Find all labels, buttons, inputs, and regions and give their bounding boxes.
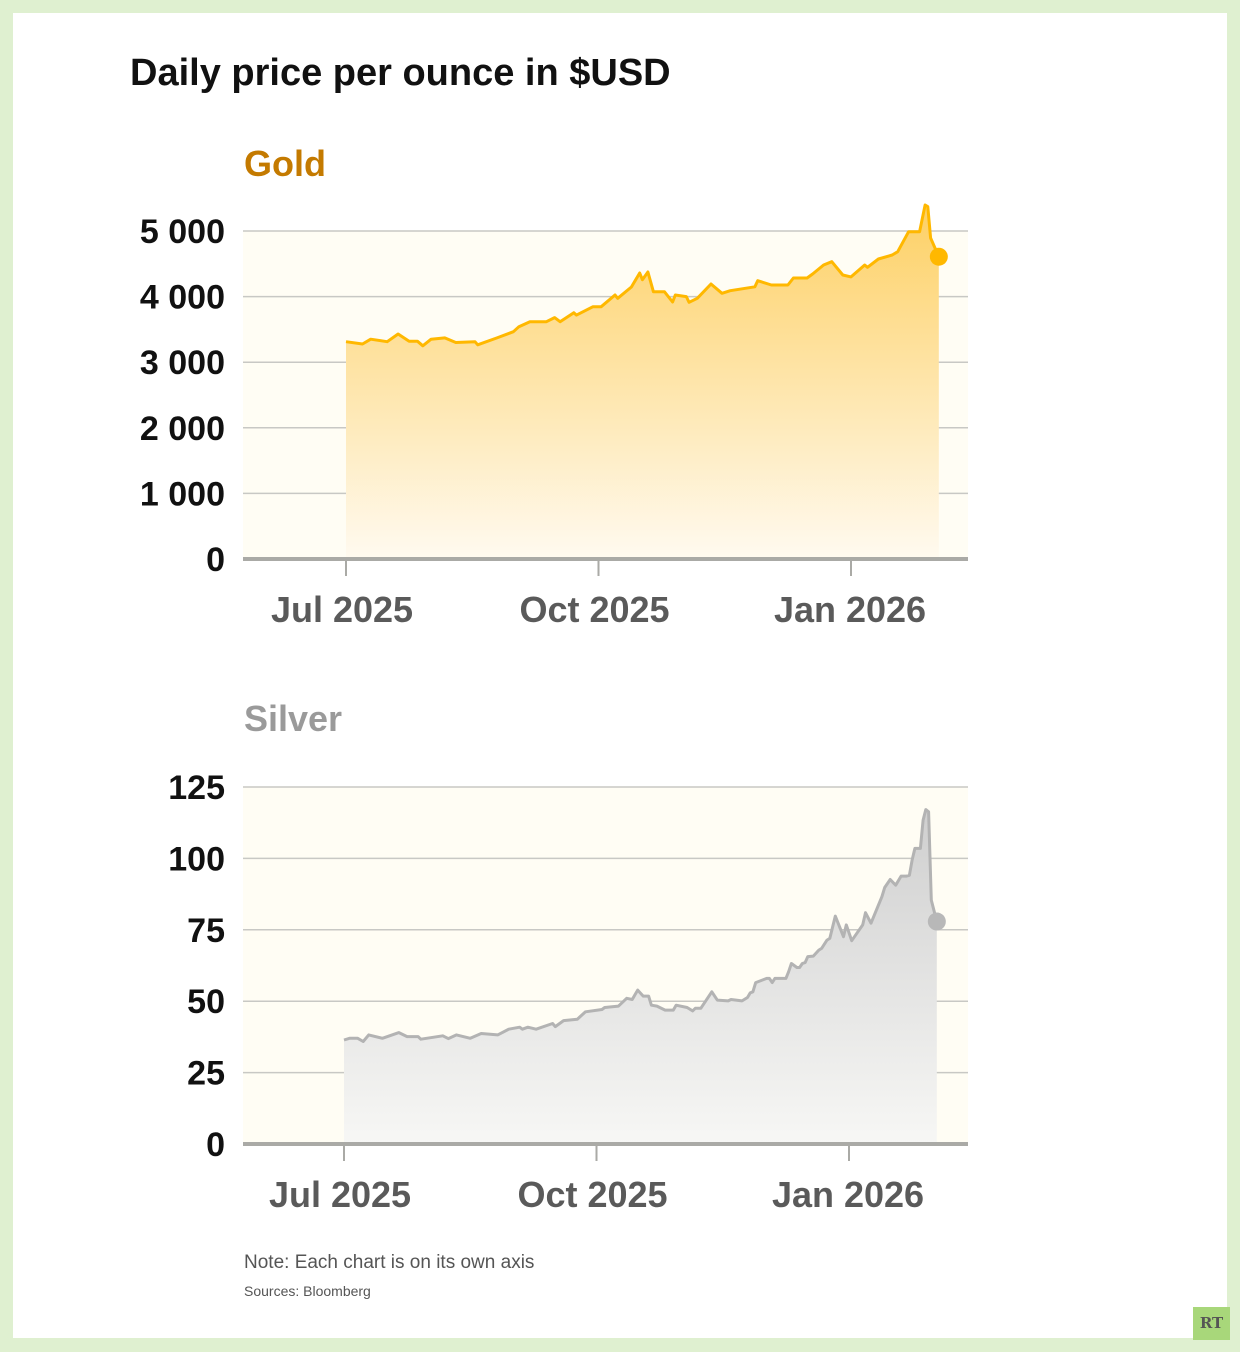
silver-chart-title: Silver (244, 698, 343, 739)
silver-chart: 0 25 50 75 100 125 Jul 2025 Oct 2025 Jan 2026 (168, 769, 968, 1215)
gold-x-tick-label: Jul 2025 (271, 589, 413, 630)
gold-area (346, 205, 939, 559)
gold-x-tick-label: Oct 2025 (519, 589, 669, 630)
silver-y-tick-label: 100 (168, 840, 225, 878)
gold-y-tick-label: 0 (206, 541, 225, 579)
rt-logo: RT (1193, 1307, 1230, 1340)
page-title: Daily price per ounce in $USD (130, 52, 671, 94)
silver-last-point-marker (927, 912, 946, 931)
silver-x-tick-label: Jul 2025 (269, 1174, 411, 1215)
gold-y-tick-label: 3 000 (140, 344, 225, 382)
silver-x-tick-label: Jan 2026 (772, 1174, 924, 1215)
gold-y-tick-label: 2 000 (140, 410, 225, 448)
silver-x-tick-label: Oct 2025 (517, 1174, 667, 1215)
gold-y-tick-label: 1 000 (140, 475, 225, 513)
gold-chart-title: Gold (244, 143, 326, 184)
gold-chart: 0 1 000 2 000 3 000 4 000 5 000 Jul 2025 Oct 20… (140, 203, 968, 630)
gold-y-tick-label: 5 000 (140, 213, 225, 251)
silver-y-tick-label: 125 (168, 769, 225, 807)
note-text: Note: Each chart is on its own axis (244, 1252, 535, 1273)
sources-text: Sources: Bloomberg (244, 1283, 371, 1299)
silver-y-tick-label: 50 (187, 983, 225, 1021)
silver-y-tick-label: 75 (187, 912, 225, 950)
gold-last-point-marker (929, 247, 948, 266)
gold-x-tick-label: Jan 2026 (774, 589, 926, 630)
silver-y-tick-label: 25 (187, 1055, 225, 1093)
silver-area (344, 809, 937, 1144)
gold-y-tick-label: 4 000 (140, 279, 225, 317)
gold-line (345, 203, 941, 348)
silver-line (343, 808, 939, 1043)
silver-y-tick-label: 0 (206, 1126, 225, 1164)
